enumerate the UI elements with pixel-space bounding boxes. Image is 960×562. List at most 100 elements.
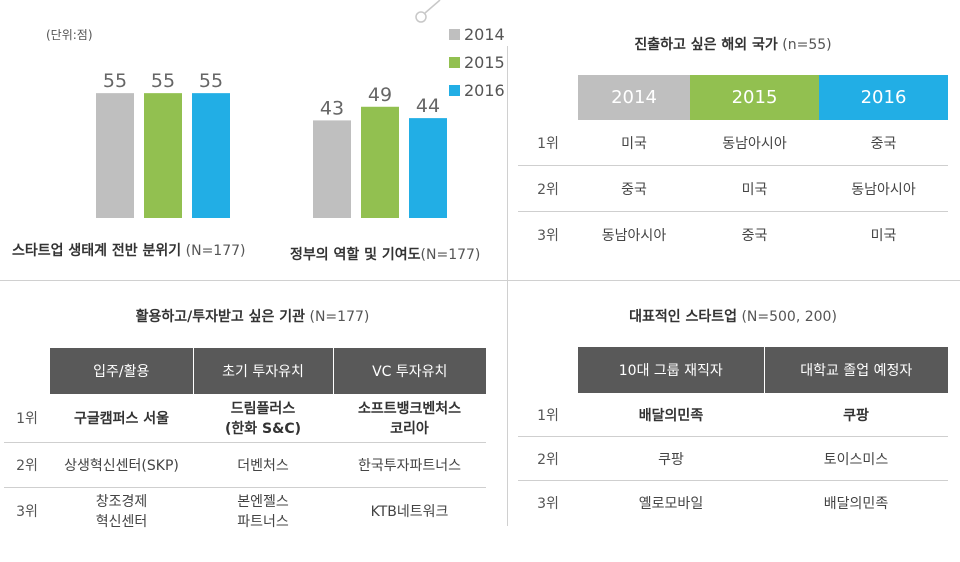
table-cell: 쿠팡 [578, 436, 764, 481]
table-cell: 더벤처스 [193, 442, 333, 488]
cell-line: 상생혁신센터(SKP) [64, 457, 179, 474]
institutions-title-text: 활용하고/투자받고 싶은 기관 [135, 309, 306, 325]
caption-main: 정부의 역할 및 기여도 [290, 247, 421, 263]
cell-line: 코리아 [390, 420, 429, 437]
legend-swatch [449, 28, 460, 40]
table-row: 3위 옐로모바일 배달의민족 [518, 481, 948, 525]
rank-cell: 3위 [16, 504, 38, 521]
legend-item: 2015 [449, 48, 505, 76]
table-cell: 상생혁신센터(SKP) [50, 442, 193, 488]
table-cell: 배달의민족 [823, 495, 889, 512]
table-cell: 미국 [870, 227, 897, 244]
rank-cell: 3위 [537, 495, 559, 512]
header-cell: VC 투자유치 [333, 348, 486, 394]
legend-label: 2016 [464, 80, 505, 100]
unit-label: (단위:점) [46, 28, 93, 42]
rank-cell: 3위 [537, 227, 559, 244]
table-cell: 토이스미스 [764, 436, 948, 481]
table-cell: 옐로모바일 [638, 495, 704, 512]
table-cell: 중국 [741, 227, 768, 244]
legend: 2014 2015 2016 [449, 20, 505, 104]
startups-table: 10대 그룹 재직자 대학교 졸업 예정자 1위 배달의민족 쿠팡 2위 쿠팡 … [518, 347, 948, 524]
institutions-table: 입주/활용 초기 투자유치 VC 투자유치 1위 구글캠퍼스 서울 드림플러스 (… [4, 348, 486, 535]
rank-cell: 1위 [4, 394, 50, 443]
rank-cell: 2위 [4, 442, 50, 488]
table-cell: 쿠팡 [764, 393, 948, 437]
table-cell: 중국 [578, 165, 690, 212]
rank-cell: 1위 [518, 120, 578, 166]
bar-label: 55 [151, 70, 175, 92]
cell-line: 파트너스 [237, 514, 289, 531]
bar-2016-0 [192, 93, 230, 218]
table-cell: 동남아시아 [819, 165, 948, 212]
cell-line: 창조경제 [95, 494, 148, 511]
cell-line: 더벤처스 [237, 457, 289, 474]
cell-line: 한국투자파트너스 [357, 457, 462, 474]
header-cell: 입주/활용 [50, 348, 194, 394]
header-cell: 초기 투자유치 [193, 348, 334, 394]
table-cell: 동남아시아 [690, 120, 819, 166]
header-2016: 2016 [819, 75, 948, 120]
legend-item: 2014 [449, 20, 505, 48]
institutions-title: 활용하고/투자받고 싶은 기관 (N=177) [0, 306, 505, 326]
decor-circle [415, 11, 427, 23]
decor-line [424, 0, 441, 14]
table-cell: 드림플러스 (한화 S&C) [193, 394, 333, 443]
bars-group: 55 55 55 43 49 44 [96, 70, 447, 218]
cell-line: 소프트뱅크벤처스 [357, 400, 462, 417]
bar-2014-0 [96, 93, 134, 218]
startups-header-row: 10대 그룹 재직자 대학교 졸업 예정자 [518, 347, 948, 393]
table-row: 3위 동남아시아 중국 미국 [518, 212, 948, 258]
overseas-title-text: 진출하고 싶은 해외 국가 [634, 37, 778, 53]
legend-swatch [449, 84, 460, 96]
table-row: 1위 배달의민족 쿠팡 [518, 393, 948, 437]
table-cell: 배달의민족 [578, 393, 764, 437]
bar-label: 55 [199, 70, 223, 92]
startups-title-text: 대표적인 스타트업 [629, 309, 737, 325]
table-cell: 미국 [690, 165, 819, 212]
institutions-title-n: (N=177) [305, 309, 370, 325]
table-cell: 중국 [819, 120, 948, 166]
cell-line: 구글캠퍼스 서울 [73, 410, 170, 427]
table-cell: 미국 [578, 120, 690, 166]
blank-cell [4, 348, 50, 394]
blank-cell [518, 75, 578, 120]
bar-label: 44 [416, 95, 440, 117]
chart-caption-0: 스타트업 생태계 전반 분위기 (N=177) [12, 240, 246, 260]
bar-2015-0 [144, 93, 182, 218]
divider-horizontal [0, 280, 960, 281]
header-2014: 2014 [578, 75, 690, 120]
header-cell: 대학교 졸업 예정자 [764, 347, 948, 393]
cell-line: 본엔젤스 [237, 494, 289, 511]
table-cell: 한국투자파트너스 [333, 442, 486, 488]
bar-chart: 55 55 55 43 49 44 [96, 0, 447, 218]
caption-n: (N=177) [420, 247, 481, 263]
header-2015: 2015 [690, 75, 819, 120]
overseas-header-row: 2014 2015 2016 [518, 75, 948, 120]
startups-title: 대표적인 스타트업 (N=500, 200) [518, 306, 948, 326]
overseas-title-n: (n=55) [777, 37, 832, 53]
cell-line: (한화 S&C) [225, 420, 301, 437]
overseas-table: 2014 2015 2016 1위 미국 동남아시아 중국 2위 중국 미국 동… [518, 75, 948, 257]
bar-label: 43 [320, 97, 344, 119]
overseas-title: 진출하고 싶은 해외 국가 (n=55) [518, 34, 948, 54]
bar-label: 49 [368, 84, 392, 106]
rank-cell: 2위 [518, 436, 578, 481]
table-row: 2위 중국 미국 동남아시아 [518, 165, 948, 212]
rank-cell: 2위 [518, 165, 578, 212]
table-cell: 구글캠퍼스 서울 [50, 394, 193, 443]
header-cell: 10대 그룹 재직자 [578, 347, 765, 393]
institutions-header-row: 입주/활용 초기 투자유치 VC 투자유치 [4, 348, 486, 394]
cell-line: KTB네트워크 [370, 504, 449, 521]
table-row: 2위 상생혁신센터(SKP) 더벤처스 한국투자파트너스 [4, 442, 486, 488]
table-row: 3위 창조경제 혁신센터 본엔젤스 파트너스 KTB네트워크 [4, 487, 486, 535]
bar-label: 55 [103, 70, 127, 92]
legend-item: 2016 [449, 76, 505, 104]
caption-n: (N=177) [181, 243, 246, 259]
bar-2014-1 [313, 120, 351, 218]
table-cell: 동남아시아 [601, 227, 667, 244]
table-row: 1위 미국 동남아시아 중국 [518, 120, 948, 166]
